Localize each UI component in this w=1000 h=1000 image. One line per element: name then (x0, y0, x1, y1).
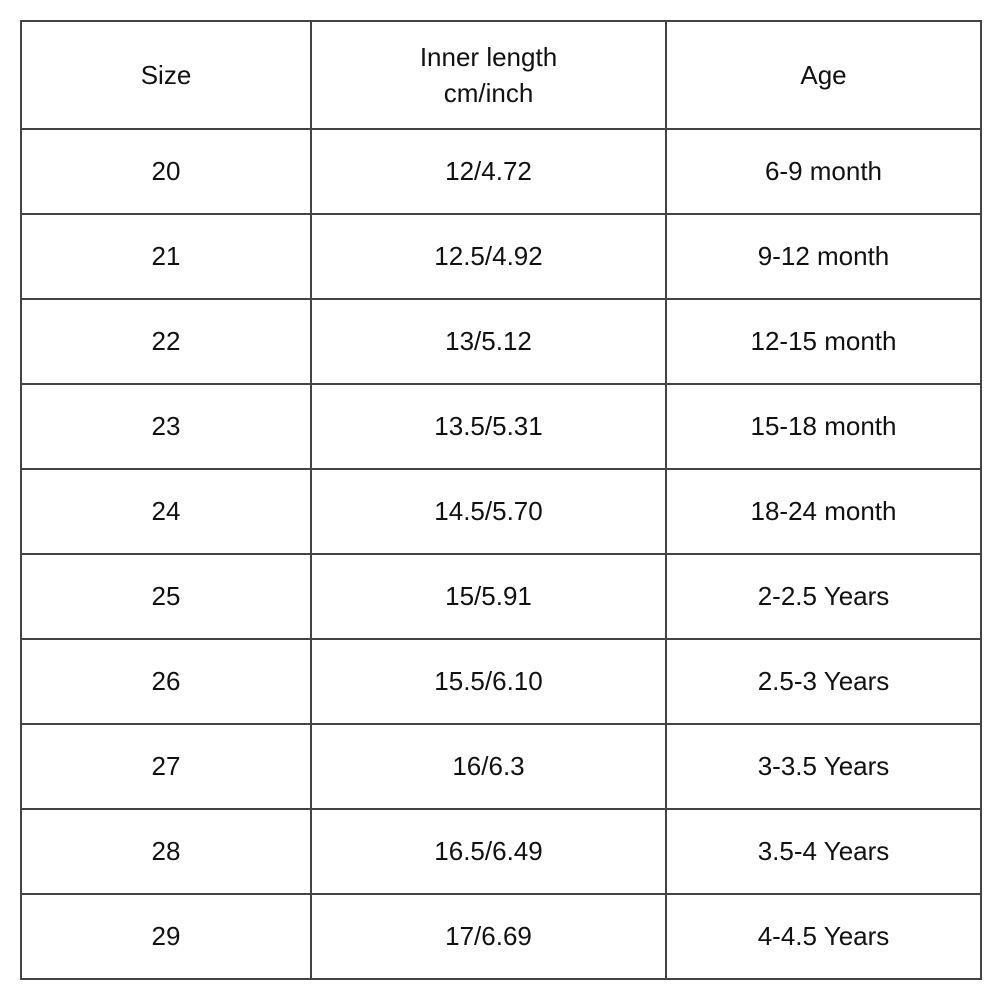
table-cell: 29 (20, 893, 312, 980)
table-row: 22 13/5.12 12-15 month (20, 298, 982, 385)
table-cell: 9-12 month (665, 213, 982, 300)
table-cell: 15/5.91 (310, 553, 667, 640)
table-row: 24 14.5/5.70 18-24 month (20, 468, 982, 555)
table-cell: 3-3.5 Years (665, 723, 982, 810)
table-cell: 16/6.3 (310, 723, 667, 810)
table-cell: 16.5/6.49 (310, 808, 667, 895)
table-cell: 12/4.72 (310, 128, 667, 215)
header-text: cm/inch (443, 78, 534, 108)
table-row: 28 16.5/6.49 3.5-4 Years (20, 808, 982, 895)
table-body: Size Inner length cm/inch Age 20 12/4.72 6-9 m… (20, 20, 982, 980)
size-table: Size Inner length cm/inch Age 20 12/4.72 6-9 m… (20, 20, 982, 980)
table-row: 21 12.5/4.92 9-12 month (20, 213, 982, 300)
table-cell: 25 (20, 553, 312, 640)
table-row: 27 16/6.3 3-3.5 Years (20, 723, 982, 810)
table-cell: 4-4.5 Years (665, 893, 982, 980)
table-cell: 27 (20, 723, 312, 810)
table-cell: 22 (20, 298, 312, 385)
table-cell: 14.5/5.70 (310, 468, 667, 555)
header-cell: Size (20, 20, 312, 130)
table-cell: 12.5/4.92 (310, 213, 667, 300)
table-cell: 17/6.69 (310, 893, 667, 980)
table-cell: 6-9 month (665, 128, 982, 215)
table-cell: 23 (20, 383, 312, 470)
header-text: Inner length (419, 42, 558, 72)
table-row: 23 13.5/5.31 15-18 month (20, 383, 982, 470)
table-cell: 21 (20, 213, 312, 300)
table-cell: 12-15 month (665, 298, 982, 385)
table-cell: 24 (20, 468, 312, 555)
table-row: 26 15.5/6.10 2.5-3 Years (20, 638, 982, 725)
header-cell: Inner length cm/inch (310, 20, 667, 130)
table-cell: 3.5-4 Years (665, 808, 982, 895)
header-row: Size Inner length cm/inch Age (20, 20, 982, 130)
table-row: 20 12/4.72 6-9 month (20, 128, 982, 215)
table-cell: 15-18 month (665, 383, 982, 470)
table-cell: 26 (20, 638, 312, 725)
table-cell: 15.5/6.10 (310, 638, 667, 725)
table-row: 29 17/6.69 4-4.5 Years (20, 893, 982, 980)
table-cell: 2-2.5 Years (665, 553, 982, 640)
table-cell: 28 (20, 808, 312, 895)
header-cell: Age (665, 20, 982, 130)
table-cell: 20 (20, 128, 312, 215)
table-cell: 2.5-3 Years (665, 638, 982, 725)
table-row: 25 15/5.91 2-2.5 Years (20, 553, 982, 640)
table-cell: 13.5/5.31 (310, 383, 667, 470)
table-cell: 18-24 month (665, 468, 982, 555)
table-cell: 13/5.12 (310, 298, 667, 385)
